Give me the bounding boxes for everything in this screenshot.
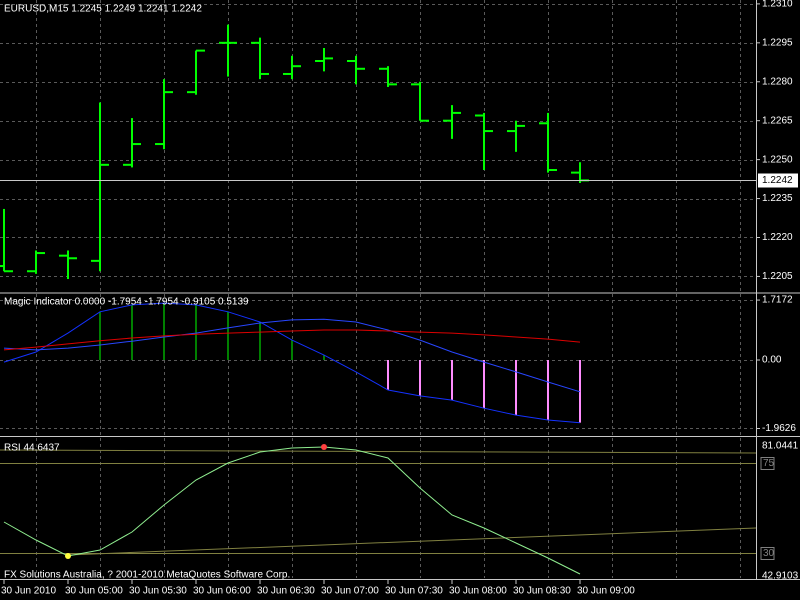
y-tick-label: 1.2250 — [762, 154, 793, 165]
x-tick-label: 30 Jun 08:00 — [449, 586, 507, 597]
current-price-box — [758, 173, 798, 188]
level-label: 30 — [763, 548, 775, 559]
indicator-line — [3, 302, 581, 424]
rsi-trendline — [0, 449, 757, 454]
rsi-title: RSI 44.6437 — [4, 443, 60, 454]
plot-layer — [0, 24, 756, 575]
x-tick-label: 30 Jun 06:30 — [257, 586, 315, 597]
rsi-trendline — [67, 527, 757, 556]
x-tick-label: 30 Jun 06:00 — [193, 586, 251, 597]
x-tick-label: 30 Jun 2010 — [1, 586, 56, 597]
y-tick-label: 0.00 — [762, 355, 782, 366]
x-tick-label: 30 Jun 05:00 — [65, 586, 123, 597]
y-tick-label: 1.2220 — [762, 232, 793, 243]
level-box — [760, 547, 775, 560]
x-tick-label: 30 Jun 05:30 — [129, 586, 187, 597]
x-tick-label: 30 Jun 07:00 — [321, 586, 379, 597]
indicator-line — [3, 329, 581, 351]
rsi-scale-top: 81.0441 — [762, 441, 799, 452]
y-tick-label: 1.2265 — [762, 115, 793, 126]
y-tick-label: 1.2235 — [762, 193, 793, 204]
x-tick-label: 30 Jun 09:00 — [577, 586, 635, 597]
x-tick-label: 30 Jun 08:30 — [513, 586, 571, 597]
current-price-label: 1.2242 — [762, 175, 793, 186]
level-box — [760, 457, 775, 470]
footer: FX Solutions Australia, ? 2001-2010 Meta… — [4, 570, 290, 581]
y-tick-label: 1.7172 — [762, 295, 793, 306]
chart-title: EURUSD,M15 1.2245 1.2249 1.2241 1.2242 — [4, 4, 202, 15]
y-tick-label: 1.2205 — [762, 271, 793, 282]
level-label: 75 — [763, 458, 775, 469]
indicator-line — [3, 318, 581, 393]
rsi-scale-bottom: 42.9103 — [762, 571, 799, 582]
x-tick-label: 30 Jun 07:30 — [385, 586, 443, 597]
y-tick-label: 1.2280 — [762, 76, 793, 87]
indicator-line — [3, 446, 581, 575]
indicator-title: Magic Indicator 0.0000 -1.7954 -1.7954 -… — [4, 297, 249, 308]
y-tick-label: 1.2295 — [762, 37, 793, 48]
y-tick-label: 1.2310 — [762, 0, 793, 10]
trough-marker — [65, 553, 71, 559]
peak-marker — [321, 444, 327, 450]
y-tick-label: -1.9626 — [762, 423, 796, 434]
